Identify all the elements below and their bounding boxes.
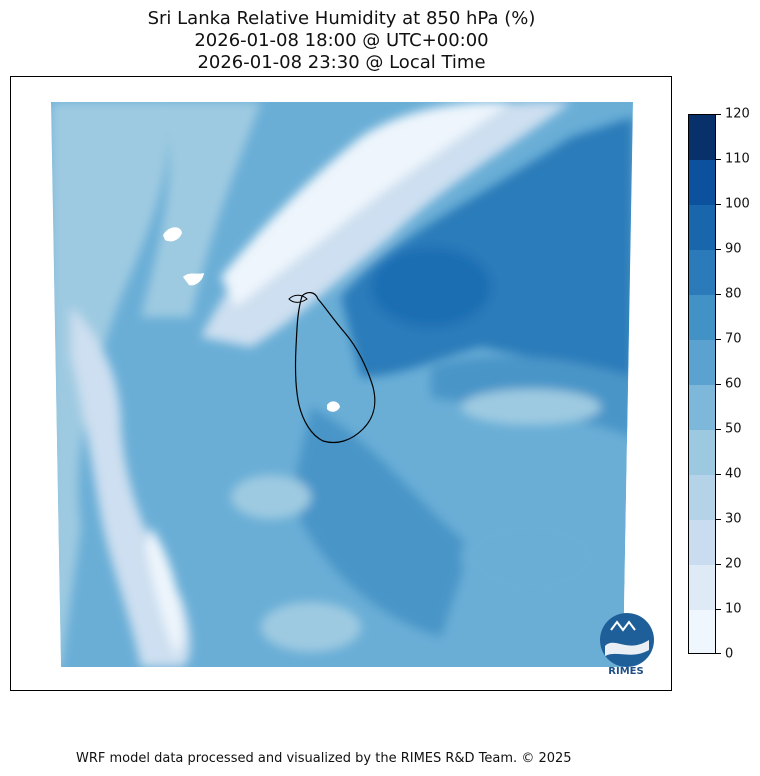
humidity-blob-1 <box>231 475 311 519</box>
map-frame <box>10 76 672 691</box>
colorbar-tick <box>716 384 721 385</box>
colorbar-segment <box>689 295 715 340</box>
colorbar-tick-label: 110 <box>725 151 750 167</box>
colorbar-tick <box>716 429 721 430</box>
colorbar-tick-label: 100 <box>725 196 750 212</box>
colorbar-tick-label: 80 <box>725 286 742 302</box>
humidity-north-dry-plume-outer <box>201 102 571 347</box>
colorbar-tick <box>716 653 721 654</box>
colorbar-tick <box>716 474 721 475</box>
colorbar-tick-label: 0 <box>725 646 734 662</box>
colorbar-segment <box>689 115 715 160</box>
colorbar-segment <box>689 565 715 610</box>
colorbar-tick-label: 10 <box>725 601 742 617</box>
attribution-footer: WRF model data processed and visualized … <box>76 751 572 766</box>
colorbar-tick-label: 120 <box>725 106 750 122</box>
colorbar-tick-label: 40 <box>725 466 742 482</box>
colorbar-segment <box>689 520 715 565</box>
humidity-blob-4 <box>461 517 601 597</box>
colorbar-tick <box>716 204 721 205</box>
colorbar-tick-label: 90 <box>725 241 742 257</box>
humidity-field-map <box>51 102 633 667</box>
colorbar-tick <box>716 249 721 250</box>
colorbar-tick <box>716 294 721 295</box>
colorbar-segment <box>689 475 715 520</box>
colorbar-tick <box>716 114 721 115</box>
colorbar-segment <box>689 160 715 205</box>
colorbar-segment <box>689 340 715 385</box>
humidity-north-dry-plume-core <box>221 102 511 307</box>
colorbar-segment <box>689 205 715 250</box>
humidity-southeast-area <box>291 407 471 637</box>
colorbar-tick-label: 60 <box>725 376 742 392</box>
map-title: Sri Lanka Relative Humidity at 850 hPa (… <box>147 8 536 29</box>
map-subtitle-utc: 2026-01-08 18:00 @ UTC+00:00 <box>194 30 489 51</box>
colorbar-segment <box>689 385 715 430</box>
sri-lanka-coastline <box>294 292 376 444</box>
colorbar-tick <box>716 609 721 610</box>
colorbar-tick-label: 30 <box>725 511 742 527</box>
humidity-west-band <box>51 102 168 667</box>
humidity-blob-5 <box>371 247 491 327</box>
jaffna-peninsula-outline <box>288 294 308 303</box>
no-data-patch-2 <box>183 273 204 286</box>
colorbar-segment <box>689 430 715 475</box>
colorbar-tick-label: 20 <box>725 556 742 572</box>
colorbar-tick <box>716 339 721 340</box>
humidity-blob-2 <box>461 389 601 425</box>
colorbar-tick-label: 50 <box>725 421 742 437</box>
colorbar-tick <box>716 159 721 160</box>
no-data-patch-3 <box>327 401 340 412</box>
humidity-southwest-dry-core <box>146 527 183 657</box>
rimes-logo-text: RIMES <box>608 666 643 677</box>
humidity-blob-3 <box>261 602 361 652</box>
rimes-logo: RIMES <box>600 613 654 677</box>
colorbar-tick-label: 70 <box>725 331 742 347</box>
no-data-patch-1 <box>163 227 182 242</box>
humidity-colorbar <box>688 114 716 654</box>
map-subtitle-local: 2026-01-08 23:30 @ Local Time <box>197 52 486 73</box>
humidity-northwest-area <box>141 102 261 317</box>
colorbar-tick <box>716 564 721 565</box>
colorbar-tick <box>716 519 721 520</box>
colorbar-segment <box>689 610 715 653</box>
colorbar-segment <box>689 250 715 295</box>
